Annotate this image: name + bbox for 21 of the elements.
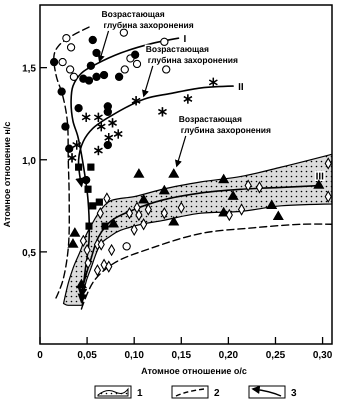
x-tick-label: 0,20	[218, 350, 239, 361]
annotation: II	[238, 82, 244, 94]
annotation: Возрастающая глубина захоронения	[146, 44, 238, 65]
x-tick-label: 0,15	[172, 350, 192, 361]
y-tick-label: 1,5	[22, 64, 36, 75]
y-tick-label: 1,0	[22, 156, 36, 167]
annotation: Возрастающая глубина захоронения	[102, 8, 194, 30]
legend-label: 1	[137, 388, 143, 399]
x-tick-label: 0,05	[77, 350, 98, 361]
annotation: I	[183, 34, 186, 46]
x-tick-label: 0,10	[124, 350, 144, 361]
x-tick-label: 0,25	[266, 350, 286, 361]
y-axis-title: Атомное отношение н/с	[2, 122, 12, 228]
x-tick-label: 0,30	[312, 350, 333, 361]
legend-label: 2	[214, 388, 220, 399]
annotation: Возрастающая глубина захоронения	[178, 114, 271, 135]
legend-label: 3	[291, 388, 297, 399]
y-tick-label: 0,5	[22, 248, 36, 259]
x-axis-title: Атомное отношение о/с	[141, 366, 247, 376]
x-tick-label: 0	[37, 350, 44, 361]
annotation: III	[316, 172, 324, 183]
